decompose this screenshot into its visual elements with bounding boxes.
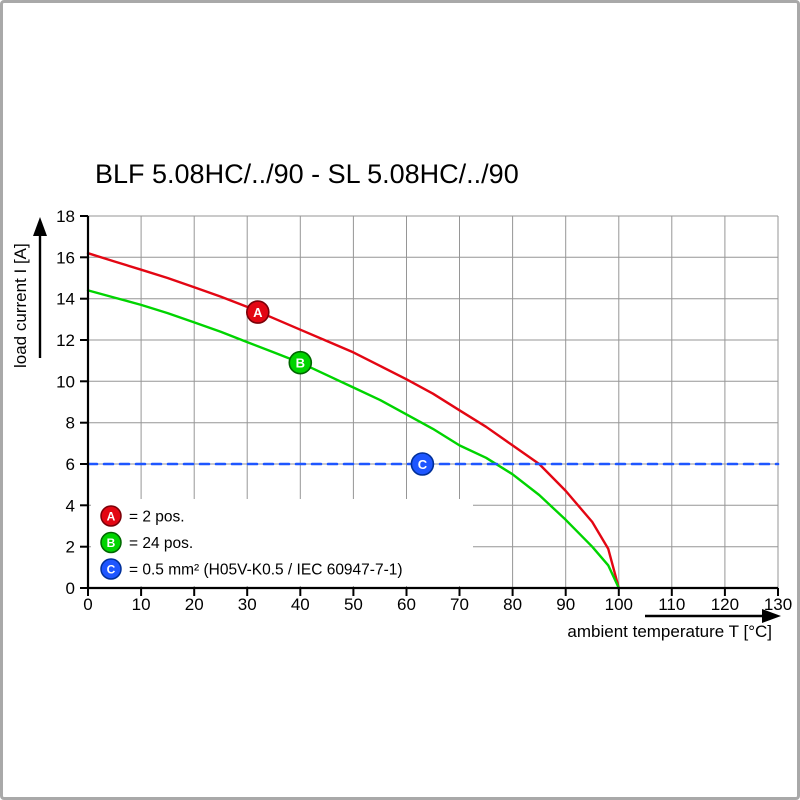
legend-marker-letter-C: C bbox=[107, 563, 116, 577]
marker-letter-C: C bbox=[418, 457, 428, 472]
x-tick-label: 70 bbox=[450, 595, 469, 614]
x-tick-label: 90 bbox=[556, 595, 575, 614]
chart-title: BLF 5.08HC/../90 - SL 5.08HC/../90 bbox=[95, 159, 519, 189]
x-tick-label: 130 bbox=[764, 595, 792, 614]
legend-label-C: = 0.5 mm² (H05V-K0.5 / IEC 60947-7-1) bbox=[129, 562, 403, 579]
x-tick-label: 60 bbox=[397, 595, 416, 614]
marker-C bbox=[410, 452, 435, 476]
derating-chart: 0 10 20 30 40 50 60 70 80 90 100 110 120 130 0 2 4 6 8 10 12… bbox=[33, 207, 792, 623]
y-tick-label: 0 bbox=[66, 579, 75, 598]
legend-marker-C bbox=[100, 558, 122, 580]
y-tick-label: 14 bbox=[56, 290, 75, 309]
legend-background bbox=[91, 499, 473, 586]
y-tick-label: 10 bbox=[56, 372, 75, 391]
x-axis-label: ambient temperature T [°C] bbox=[567, 622, 772, 641]
legend-marker-letter-A: A bbox=[107, 510, 116, 524]
y-tick-label: 8 bbox=[66, 414, 75, 433]
x-tick-label: 80 bbox=[503, 595, 522, 614]
x-tick-label: 30 bbox=[238, 595, 257, 614]
y-tick-label: 4 bbox=[66, 496, 75, 515]
marker-A bbox=[246, 300, 270, 324]
x-tick-label: 0 bbox=[83, 595, 92, 614]
y-tick-label: 18 bbox=[56, 207, 75, 226]
legend-marker-A bbox=[100, 505, 122, 527]
x-tick-label: 100 bbox=[605, 595, 633, 614]
x-tick-label: 110 bbox=[658, 595, 685, 614]
marker-letter-B: B bbox=[296, 356, 305, 371]
legend-marker-B bbox=[100, 531, 122, 554]
x-tick-label: 50 bbox=[344, 595, 363, 614]
x-tick-label: 120 bbox=[711, 595, 739, 614]
y-tick-label: 16 bbox=[56, 248, 75, 267]
curve-A bbox=[86, 251, 620, 590]
curve-B bbox=[86, 289, 620, 590]
marker-B bbox=[288, 350, 313, 375]
y-axis-arrow-head bbox=[33, 217, 47, 236]
x-tick-label: 20 bbox=[185, 595, 204, 614]
legend-label-B: = 24 pos. bbox=[129, 535, 193, 552]
marker-letter-A: A bbox=[253, 305, 263, 320]
legend-label-A: = 2 pos. bbox=[129, 509, 185, 526]
x-axis-arrow-head bbox=[762, 609, 781, 623]
y-tick-label: 2 bbox=[66, 538, 75, 557]
x-tick-label: 40 bbox=[291, 595, 310, 614]
x-tick-label: 10 bbox=[132, 595, 151, 614]
y-tick-label: 6 bbox=[66, 455, 75, 474]
legend-marker-letter-B: B bbox=[107, 536, 116, 550]
y-tick-label: 12 bbox=[56, 331, 75, 350]
